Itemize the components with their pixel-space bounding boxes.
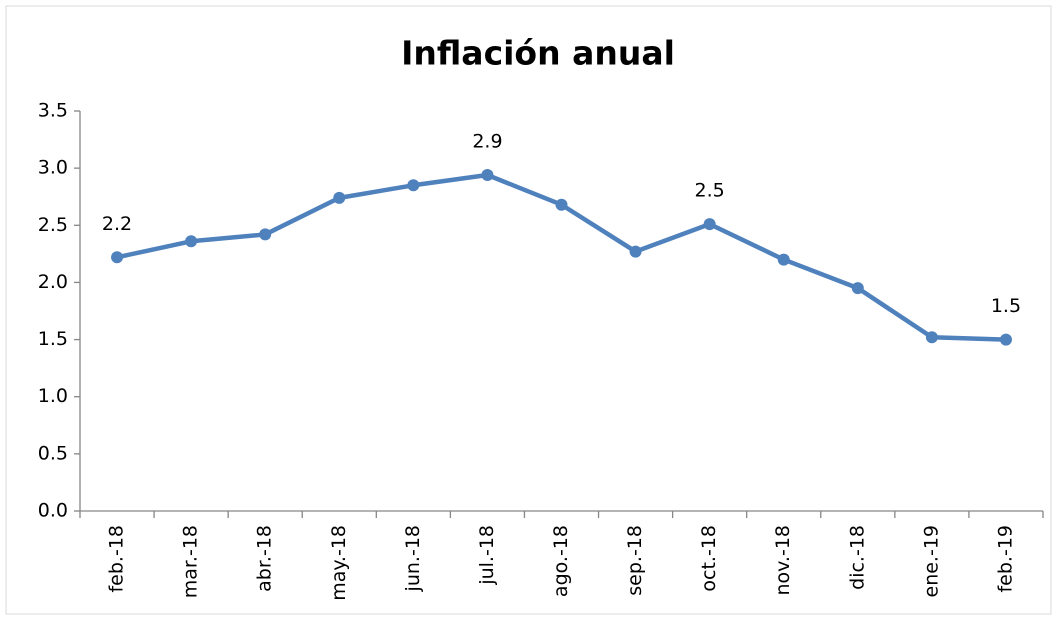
- point: [333, 191, 346, 204]
- x-tick-label: jul.-18: [476, 525, 498, 586]
- chart-title: Inflación anual: [401, 34, 675, 73]
- y-tick-label: 1.0: [38, 385, 68, 407]
- y-tick-label: 0.0: [38, 500, 68, 522]
- point: [629, 245, 642, 258]
- point: [407, 179, 420, 192]
- chart-border: [5, 5, 1052, 615]
- point: [777, 253, 790, 266]
- point: [111, 251, 124, 264]
- x-tick-label: feb.-18: [106, 525, 128, 593]
- point: [185, 235, 198, 248]
- x-tick-label: abr.-18: [254, 525, 276, 592]
- x-tick-label: oct.-18: [698, 525, 720, 592]
- y-tick-label: 1.5: [38, 328, 68, 350]
- data-label: 1.5: [991, 295, 1021, 317]
- x-tick-label: sep.-18: [624, 525, 646, 596]
- point: [259, 228, 272, 241]
- y-tick-label: 0.5: [38, 442, 68, 464]
- point: [703, 218, 716, 231]
- x-tick-label: ago.-18: [550, 525, 572, 597]
- x-tick-label: dic.-18: [846, 525, 868, 590]
- y-tick-label: 2.0: [38, 271, 68, 293]
- data-label: 2.5: [695, 180, 725, 202]
- x-tick-label: ene.-19: [920, 525, 942, 598]
- x-tick-label: mar.-18: [180, 525, 202, 598]
- y-tick-label: 3.0: [38, 157, 68, 179]
- data-label: 2.9: [472, 131, 502, 153]
- x-tick-label: nov.-18: [772, 525, 794, 596]
- point: [925, 331, 938, 344]
- point: [481, 169, 494, 181]
- x-tick-label: feb.-19: [994, 525, 1016, 593]
- point: [999, 333, 1012, 346]
- x-tick-label: may.-18: [328, 525, 350, 601]
- y-tick-label: 3.5: [38, 100, 68, 122]
- y-tick-label: 2.5: [38, 214, 68, 236]
- data-label: 2.2: [102, 213, 132, 235]
- point: [851, 282, 864, 295]
- x-tick-label: jun.-18: [402, 525, 424, 592]
- point: [555, 198, 568, 211]
